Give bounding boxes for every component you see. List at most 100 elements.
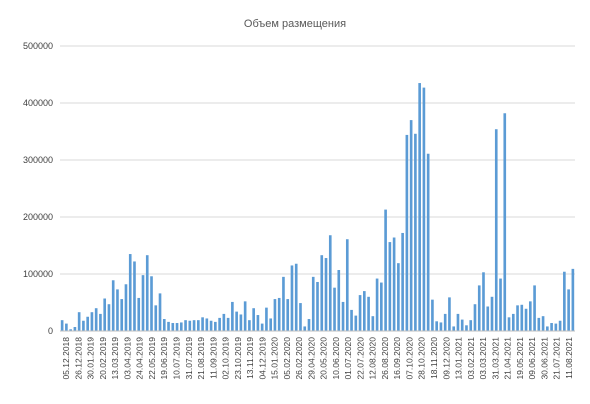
bar [192, 320, 196, 331]
bar [567, 289, 570, 331]
bar [69, 329, 72, 331]
bar [133, 261, 136, 331]
bar [188, 320, 192, 331]
bar [171, 323, 175, 331]
bar [563, 271, 566, 331]
bar [426, 153, 430, 331]
bars [60, 83, 575, 331]
bar [443, 313, 447, 331]
bar [363, 291, 366, 331]
bar [124, 284, 128, 331]
bar [507, 317, 511, 331]
bar [214, 321, 217, 331]
x-tick-label: 15.01.2020 [270, 337, 280, 380]
bar [409, 120, 413, 331]
bar [222, 313, 226, 331]
bar [111, 280, 115, 331]
bar [273, 299, 277, 331]
y-tick-label: 100000 [23, 269, 53, 279]
chart-title: Объем размещения [244, 18, 346, 30]
x-tick-label: 01.07.2020 [343, 337, 353, 380]
bar [414, 133, 417, 331]
bar [282, 276, 285, 331]
bar [175, 323, 179, 331]
x-tick-label: 26.08.2020 [380, 337, 390, 380]
bar [294, 263, 298, 331]
y-axis-ticks: 0 100000 200000 300000 400000 500000 [23, 41, 53, 336]
x-tick-label: 09.06.2021 [527, 337, 537, 380]
bar [460, 319, 464, 331]
bar [73, 327, 77, 331]
bar [486, 306, 490, 331]
bar [397, 263, 400, 331]
bar [277, 297, 281, 331]
bar [405, 134, 409, 331]
bar [524, 308, 528, 331]
bar [86, 316, 89, 331]
bar [150, 276, 153, 331]
bar [571, 268, 575, 331]
bar [541, 316, 545, 331]
bar [205, 318, 209, 331]
x-tick-label: 22.05.2019 [147, 337, 157, 380]
y-tick-label: 200000 [23, 212, 53, 222]
bar [231, 301, 234, 331]
bar [537, 317, 541, 331]
x-tick-label: 13.11.2019 [245, 337, 255, 379]
bar [375, 278, 379, 331]
x-tick-label: 31.07.2019 [184, 337, 194, 380]
bar [316, 281, 319, 331]
x-tick-label: 29.04.2020 [306, 337, 316, 380]
bar [435, 321, 438, 331]
bar [358, 295, 362, 331]
x-tick-label: 18.11.2020 [429, 337, 439, 379]
x-tick-label: 26.12.2018 [73, 337, 83, 380]
x-tick-label: 04.12.2019 [257, 337, 267, 380]
bar [269, 318, 272, 331]
bar [158, 293, 162, 331]
x-tick-label: 10.06.2020 [331, 337, 341, 380]
bar [197, 320, 200, 331]
bar [65, 323, 68, 331]
x-tick-label: 05.02.2020 [282, 337, 292, 380]
x-tick-label: 13.03.2019 [110, 337, 120, 380]
y-tick-label: 500000 [23, 41, 53, 51]
x-tick-label: 21.04.2021 [503, 337, 513, 380]
bar [90, 312, 94, 331]
bar [167, 321, 170, 331]
bar [94, 308, 98, 331]
x-tick-label: 30.01.2019 [86, 337, 96, 380]
bar [546, 326, 549, 331]
y-tick-label: 400000 [23, 98, 53, 108]
bar [380, 282, 383, 331]
bar [511, 313, 515, 331]
bar [243, 301, 247, 331]
bar [145, 255, 149, 331]
bar [550, 323, 553, 331]
bar [307, 319, 311, 331]
bar [239, 314, 243, 331]
bar [533, 285, 536, 331]
x-tick-label: 24.04.2019 [135, 337, 145, 380]
bar [337, 270, 341, 331]
x-tick-label: 13.01.2021 [454, 337, 464, 380]
bar [252, 308, 255, 331]
bar [516, 305, 519, 331]
bar [248, 320, 251, 331]
x-tick-label: 03.03.2021 [478, 337, 488, 380]
bar [265, 307, 268, 331]
bar [184, 320, 187, 331]
bar [473, 304, 477, 331]
x-tick-label: 21.07.2021 [552, 337, 562, 380]
bar [418, 83, 421, 331]
bar [499, 278, 502, 331]
x-tick-label: 26.02.2020 [294, 337, 304, 380]
bar [120, 299, 124, 331]
bar [137, 297, 141, 331]
x-tick-label: 16.09.2020 [392, 337, 402, 380]
x-tick-label: 20.05.2020 [319, 337, 329, 380]
bar [490, 296, 494, 331]
bar [354, 315, 358, 331]
bar [520, 304, 524, 331]
